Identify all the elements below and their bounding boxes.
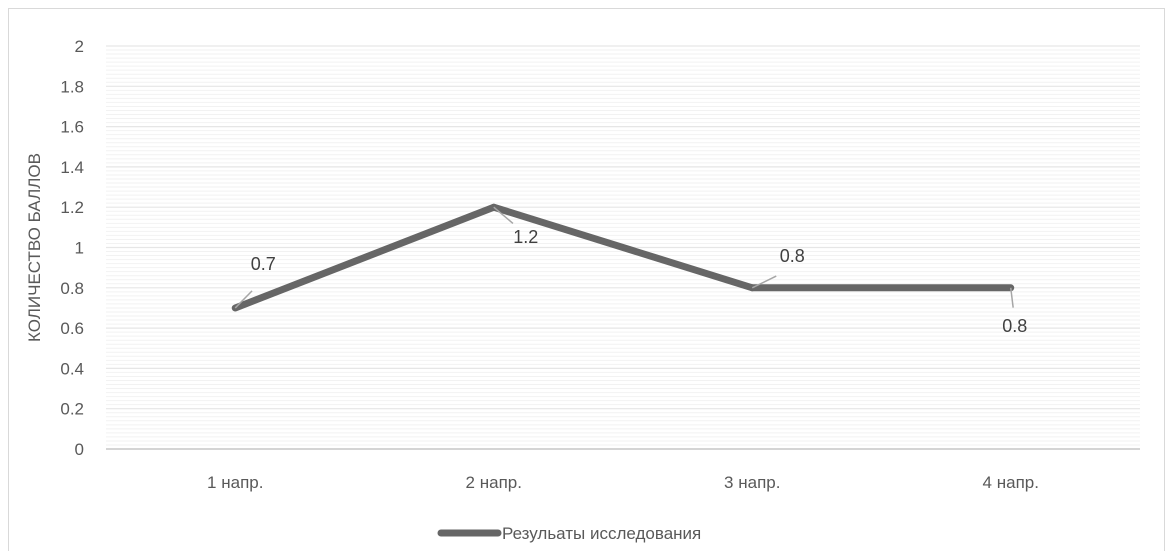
x-tick-label: 2 напр.	[466, 473, 522, 492]
data-label-leader	[1010, 287, 1014, 308]
y-tick-label: 1.6	[60, 118, 84, 137]
data-label: 1.2	[513, 227, 538, 247]
y-tick-label: 1.8	[60, 77, 84, 96]
legend: Резульаты исследования	[437, 524, 701, 543]
y-tick-label: 1.4	[60, 158, 84, 177]
series-line-segment	[231, 203, 498, 312]
y-tick-label: 0.8	[60, 279, 84, 298]
x-tick-label: 3 напр.	[724, 473, 780, 492]
data-label: 0.7	[251, 254, 276, 274]
x-tick-label: 4 напр.	[983, 473, 1039, 492]
data-labels: 0.7 1.2 0.8 0.8	[234, 206, 1027, 336]
series-layer	[231, 203, 1015, 312]
y-tick-label: 1.2	[60, 198, 84, 217]
x-axis-ticks: 1 напр. 2 напр. 3 напр. 4 напр.	[207, 473, 1039, 492]
y-axis-title: КОЛИЧЕСТВО БАЛЛОВ	[25, 153, 44, 342]
y-axis-ticks: 0 0.2 0.4 0.6 0.8 1 1.2 1.4 1.6 1.8 2	[60, 37, 84, 459]
legend-label: Резульаты исследования	[502, 524, 701, 543]
x-tick-label: 1 напр.	[207, 473, 263, 492]
series-line-segment	[490, 203, 756, 292]
gridlines	[106, 45, 1140, 450]
data-label-leader	[751, 275, 777, 289]
y-tick-label: 2	[75, 37, 84, 56]
data-label: 0.8	[780, 246, 805, 266]
y-tick-label: 0.4	[60, 359, 84, 378]
data-label-leader	[493, 206, 514, 224]
data-label: 0.8	[1002, 316, 1027, 336]
data-label-leader	[234, 290, 253, 309]
y-tick-label: 0.2	[60, 400, 84, 419]
y-tick-label: 0.6	[60, 319, 84, 338]
y-tick-label: 1	[75, 239, 84, 258]
y-tick-label: 0	[75, 440, 84, 459]
